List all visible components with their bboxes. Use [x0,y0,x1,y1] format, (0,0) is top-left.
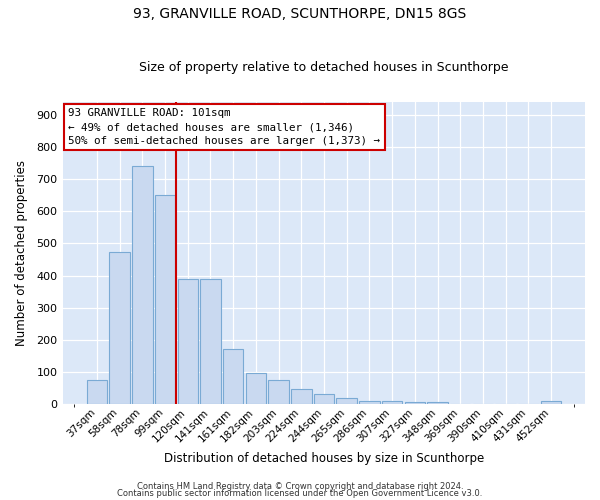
Bar [359,401,380,404]
Bar [337,398,357,404]
Bar [132,166,152,404]
Text: 93, GRANVILLE ROAD, SCUNTHORPE, DN15 8GS: 93, GRANVILLE ROAD, SCUNTHORPE, DN15 8GS [133,8,467,22]
Bar [109,252,130,404]
Bar [541,402,561,404]
Text: Contains HM Land Registry data © Crown copyright and database right 2024.: Contains HM Land Registry data © Crown c… [137,482,463,491]
Bar [382,401,403,404]
Bar [427,402,448,404]
Bar [314,394,334,404]
Text: Contains public sector information licensed under the Open Government Licence v3: Contains public sector information licen… [118,488,482,498]
Bar [404,402,425,404]
Bar [200,278,221,404]
Bar [245,373,266,404]
Bar [268,380,289,404]
X-axis label: Distribution of detached houses by size in Scunthorpe: Distribution of detached houses by size … [164,452,484,465]
Bar [291,389,311,404]
Bar [223,350,244,404]
Bar [178,278,198,404]
Y-axis label: Number of detached properties: Number of detached properties [15,160,28,346]
Title: Size of property relative to detached houses in Scunthorpe: Size of property relative to detached ho… [139,62,509,74]
Bar [155,195,175,404]
Bar [87,380,107,404]
Text: 93 GRANVILLE ROAD: 101sqm
← 49% of detached houses are smaller (1,346)
50% of se: 93 GRANVILLE ROAD: 101sqm ← 49% of detac… [68,108,380,146]
